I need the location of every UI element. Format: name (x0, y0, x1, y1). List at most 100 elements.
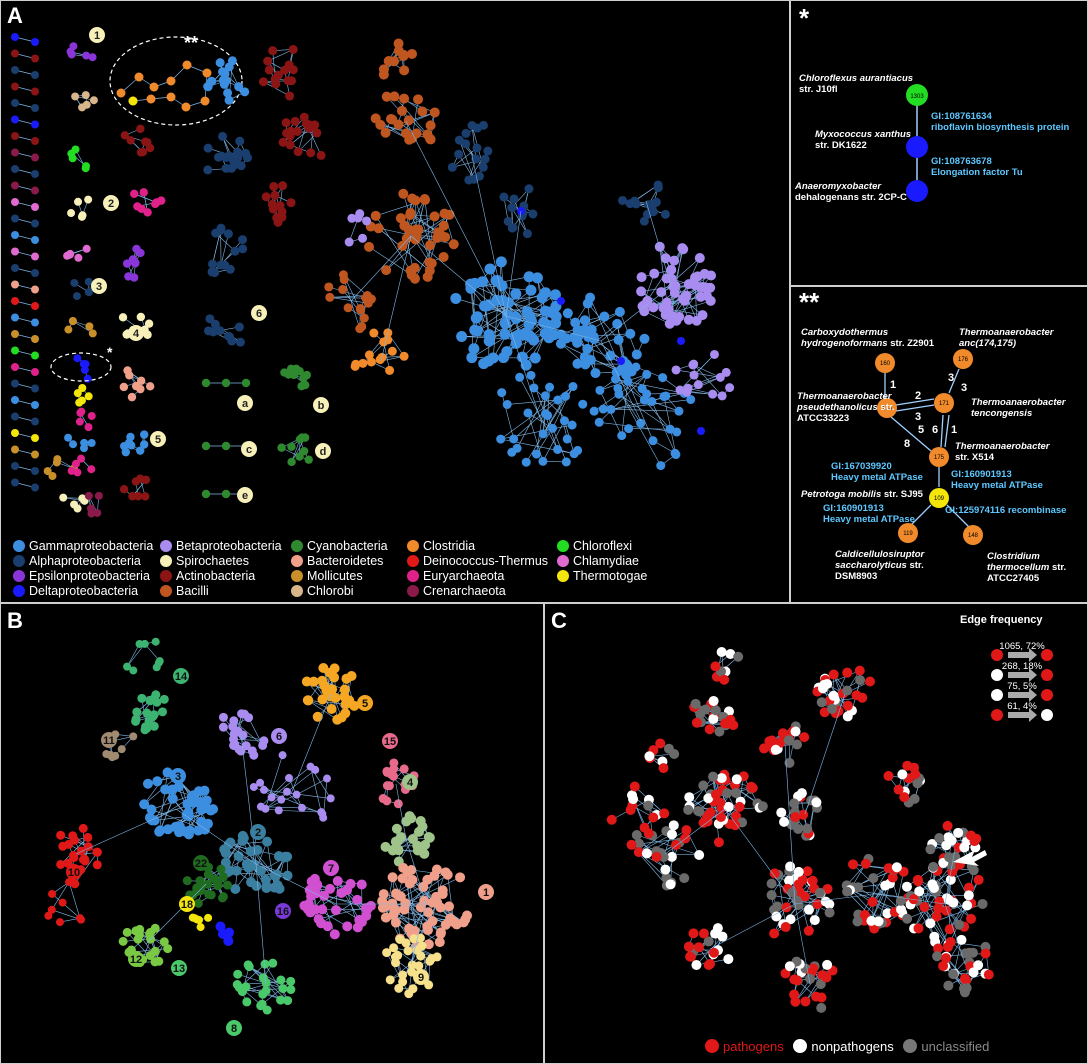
network-edge (906, 900, 952, 920)
network-node (507, 447, 517, 457)
cluster-badge (128, 325, 144, 341)
ds-teng: Thermoanaerobacter tencongensis (971, 397, 1066, 419)
network-node (450, 292, 462, 304)
cluster-badge (103, 195, 119, 211)
network-node (273, 217, 283, 227)
legend-label: Actinobacteria (176, 569, 256, 583)
network-node (312, 128, 322, 138)
ds-edge-174-175 (890, 416, 932, 452)
network-node (784, 757, 795, 768)
network-node (848, 859, 859, 870)
network-node (339, 684, 350, 695)
network-node (661, 273, 672, 284)
network-node (560, 391, 570, 401)
network-edge (290, 693, 332, 795)
network-node (218, 892, 228, 902)
ds-clost: Clostridium thermocellum str. ATCC27405 (987, 551, 1067, 584)
network-node (92, 847, 102, 857)
network-node (208, 259, 218, 269)
network-node (77, 454, 86, 463)
network-node (218, 712, 228, 722)
network-node (807, 875, 818, 886)
network-node (11, 198, 19, 206)
ds-gi-c: GI:160901913 Heavy metal ATPase (823, 503, 915, 525)
star-network: 1303 (906, 84, 928, 202)
network-node (218, 75, 228, 85)
network-node (83, 374, 92, 383)
network-node (70, 278, 79, 287)
network-node (572, 337, 583, 348)
network-node (317, 904, 328, 915)
cluster-badge (101, 732, 117, 748)
network-node (329, 929, 340, 940)
network-node (152, 776, 163, 787)
network-node (528, 334, 540, 346)
network-node (925, 918, 936, 929)
network-node (399, 764, 409, 774)
network-node (301, 380, 310, 390)
network-node (395, 213, 406, 224)
network-node (216, 864, 226, 874)
network-node (398, 188, 409, 199)
network-node (509, 194, 519, 204)
cluster-badge (128, 951, 144, 967)
network-node (625, 328, 636, 339)
network-node (391, 823, 402, 834)
ds-pseud: Thermoanaerobacter pseudethanolicus str. A… (797, 391, 895, 424)
cluster-label: 8 (231, 1023, 237, 1035)
network-node (31, 285, 39, 294)
network-node (338, 285, 348, 295)
legend-item: Thermotogae (557, 569, 647, 584)
network-node (855, 675, 866, 686)
legend-item: Chlamydiae (557, 554, 647, 569)
legend-item: Spirochaetes (160, 554, 282, 569)
network-node (257, 999, 267, 1009)
legend-col-2: Betaproteobacteria Spirochaetes Actinobact… (160, 539, 282, 599)
network-node (800, 996, 811, 1007)
legend-label: Cyanobacteria (307, 539, 388, 553)
network-node (227, 56, 237, 66)
network-node (925, 844, 936, 855)
network-node (163, 944, 173, 954)
network-edge (410, 235, 507, 317)
network-node (276, 975, 286, 985)
network-node (648, 199, 658, 209)
network-node (11, 429, 19, 437)
cluster-badge (315, 443, 331, 459)
network-node (339, 275, 349, 285)
network-node (223, 880, 233, 890)
network-node (11, 330, 19, 338)
network-node (940, 953, 951, 964)
network-edge (263, 81, 290, 97)
network-node (391, 888, 402, 899)
network-edge (317, 689, 345, 718)
network-node (137, 204, 146, 213)
network-node (366, 357, 376, 367)
network-node (119, 485, 129, 494)
network-node (540, 391, 550, 401)
network-node (166, 76, 176, 86)
star-gi-2: GI:108763678 Elongation factor Tu (931, 156, 1023, 178)
network-node (677, 337, 685, 345)
network-node (378, 69, 389, 80)
network-node (913, 923, 924, 934)
ds-edge-label-3a: 3 (948, 372, 954, 384)
network-node (382, 781, 392, 791)
network-node (86, 504, 95, 513)
network-node (349, 700, 360, 711)
ds-node-175-label: 175 (934, 455, 945, 461)
ds-edge-174-171b (895, 404, 935, 412)
network-node (651, 851, 662, 862)
network-node (221, 489, 231, 499)
network-node (298, 803, 307, 812)
network-node (710, 705, 721, 716)
network-node (181, 102, 191, 112)
cluster-label: 13 (173, 963, 185, 975)
network-node (389, 91, 400, 102)
network-node (717, 391, 727, 401)
network-edge (259, 782, 282, 800)
network-edge (408, 198, 426, 230)
network-node (709, 349, 719, 359)
network-node (802, 866, 813, 877)
network-edge (709, 903, 796, 950)
